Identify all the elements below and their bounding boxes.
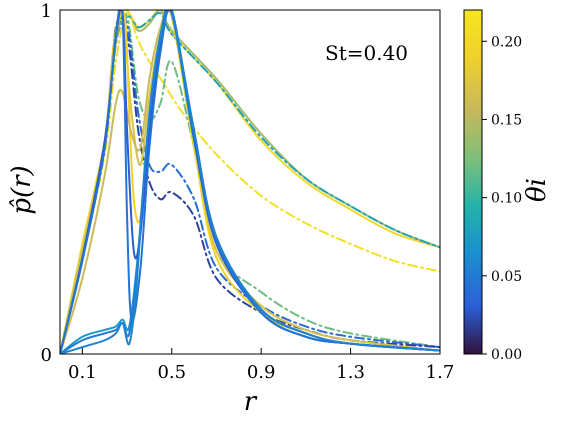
colorbar-tick-label: 0.05 xyxy=(491,269,522,285)
x-tick-label: 1.3 xyxy=(336,362,365,383)
x-tick-label: 0.9 xyxy=(247,362,276,383)
colorbar xyxy=(463,9,483,355)
y-axis-label: p̂(r) xyxy=(7,165,37,214)
colorbar-tick-label: 0.15 xyxy=(491,112,522,128)
y-tick-label: 0 xyxy=(41,345,52,366)
series-layer xyxy=(60,10,440,354)
y-tick-label: 1 xyxy=(41,1,52,22)
y-axis-ticks: 01 xyxy=(41,1,66,366)
colorbar-tick-label: 0.20 xyxy=(491,34,522,50)
annotation-st: St=0.40 xyxy=(325,41,408,65)
x-tick-label: 1.7 xyxy=(426,362,455,383)
x-axis-ticks: 0.1 0.5 0.9 1.3 1.7 xyxy=(68,348,454,383)
series-line-14 xyxy=(60,10,440,354)
x-tick-label: 0.1 xyxy=(68,362,97,383)
colorbar-label: θi xyxy=(522,178,552,202)
colorbar-tick-label: 0.10 xyxy=(491,191,522,207)
series-line-13 xyxy=(60,10,440,354)
x-axis-label: r xyxy=(244,387,258,417)
colorbar-ticks: 0.00 0.05 0.10 0.15 0.20 xyxy=(482,34,522,363)
x-tick-label: 0.5 xyxy=(157,362,186,383)
colorbar-tick-label: 0.00 xyxy=(491,347,522,363)
plot-frame xyxy=(59,9,441,355)
